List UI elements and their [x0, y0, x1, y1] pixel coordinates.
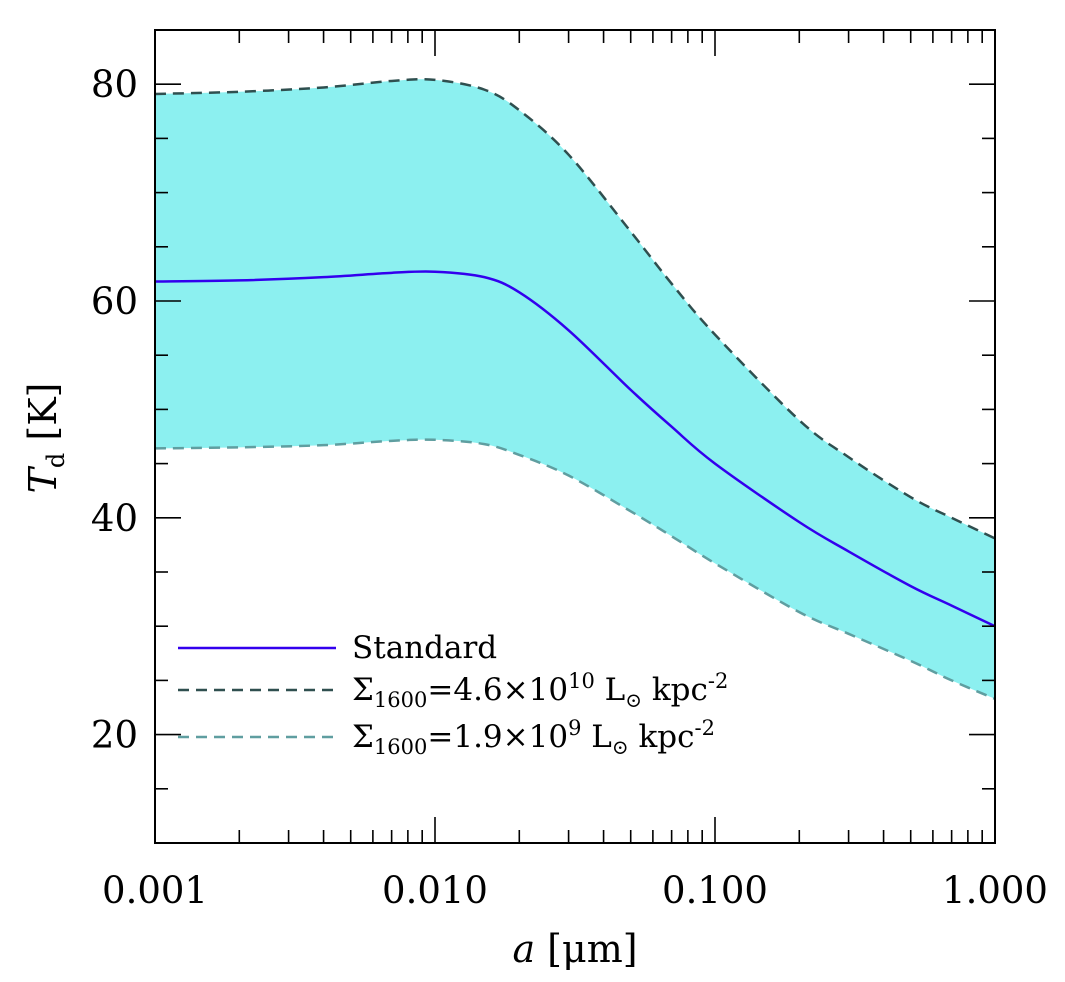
x-tick-label: 1.000 [942, 869, 1048, 912]
x-tick-label: 0.010 [382, 869, 488, 912]
y-tick-labels: 20 40 60 80 [91, 63, 138, 756]
band-layer [155, 79, 995, 699]
x-tick-label: 0.100 [662, 869, 768, 912]
tick-layer [154, 29, 995, 844]
legend-label-lower: Σ1600=1.9×109 L⊙ kpc-2 [352, 716, 715, 759]
legend-label-standard: Standard [352, 630, 497, 666]
legend: Standard Σ1600=4.6×1010 L⊙ kpc-2 Σ1600=1… [178, 630, 728, 759]
y-axis-title: Td [K] [21, 383, 70, 494]
x-tick-label: 0.001 [102, 869, 208, 912]
legend-label-upper: Σ1600=4.6×1010 L⊙ kpc-2 [352, 669, 728, 712]
plot-frame [154, 29, 996, 844]
series-line-upper [154, 77, 996, 540]
x-axis-title: a [μm] [512, 927, 637, 971]
series-layer [154, 77, 996, 700]
series-line-lower [154, 438, 996, 700]
x-tick-labels: 0.001 0.010 0.100 1.000 [102, 869, 1048, 912]
uncertainty-band [155, 79, 995, 699]
y-tick-label: 80 [91, 63, 138, 106]
y-tick-label: 60 [91, 280, 138, 323]
y-tick-label: 40 [91, 497, 138, 540]
y-tick-label: 20 [91, 714, 138, 757]
series-line-standard [154, 270, 996, 628]
